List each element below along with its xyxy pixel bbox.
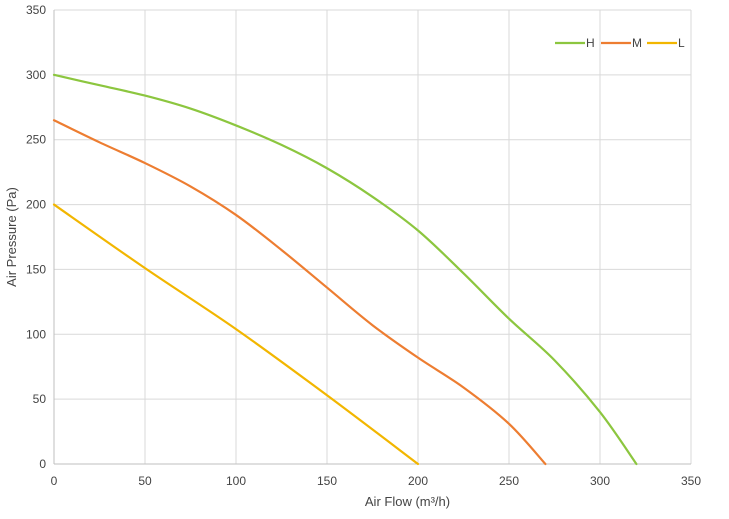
x-tick-label: 300 — [590, 474, 610, 488]
x-tick-label: 250 — [499, 474, 519, 488]
y-tick-label: 50 — [33, 392, 47, 406]
series — [52, 73, 638, 466]
x-axis-title: Air Flow (m³/h) — [365, 494, 450, 509]
x-tick-label: 50 — [138, 474, 152, 488]
grid — [54, 9, 692, 464]
x-tick-label: 0 — [51, 474, 58, 488]
legend-label-m: M — [632, 36, 642, 50]
series-line-m — [52, 119, 547, 466]
tick-labels: 0 50 100 150 200 250 300 350 0 50 100 150 200 250 300 3… — [26, 3, 701, 488]
y-tick-label: 350 — [26, 3, 46, 17]
series-line-l — [52, 203, 420, 466]
axes — [53, 10, 691, 465]
y-tick-label: 100 — [26, 327, 46, 341]
y-tick-label: 150 — [26, 262, 46, 276]
y-tick-label: 200 — [26, 198, 46, 212]
legend-label-h: H — [586, 36, 595, 50]
x-tick-label: 350 — [681, 474, 701, 488]
x-tick-label: 200 — [408, 474, 428, 488]
series-line-h — [52, 73, 638, 466]
legend-label-l: L — [678, 36, 685, 50]
y-axis-title: Air Pressure (Pa) — [4, 187, 19, 287]
y-tick-label: 250 — [26, 133, 46, 147]
y-tick-label: 0 — [39, 457, 46, 471]
y-tick-label: 300 — [26, 68, 46, 82]
x-tick-label: 100 — [226, 474, 246, 488]
x-tick-label: 150 — [317, 474, 337, 488]
